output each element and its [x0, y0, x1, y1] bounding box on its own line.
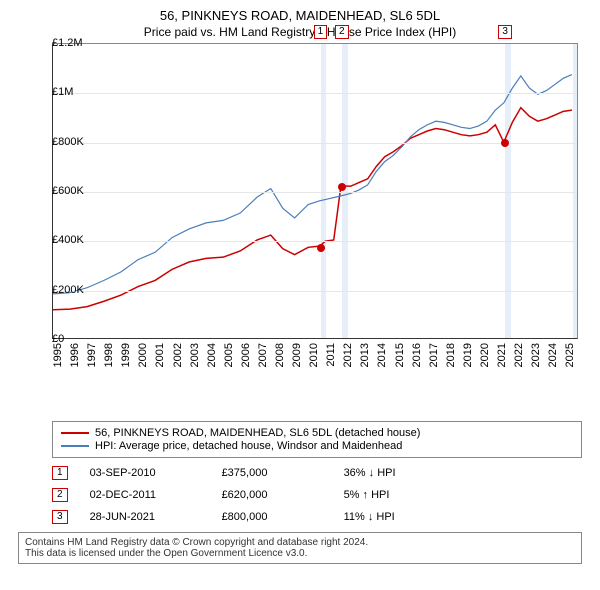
- x-axis-label: 2021: [496, 343, 508, 367]
- x-axis-label: 2018: [445, 343, 457, 367]
- x-axis-label: 2017: [428, 343, 440, 367]
- transaction-price: £620,000: [222, 489, 322, 501]
- x-axis-label: 2003: [189, 343, 201, 367]
- legend-item: HPI: Average price, detached house, Wind…: [61, 440, 573, 452]
- transaction-row: 2 02-DEC-2011 £620,000 5% ↑ HPI: [52, 488, 582, 502]
- legend-label: 56, PINKNEYS ROAD, MAIDENHEAD, SL6 5DL (…: [95, 427, 420, 439]
- marker-label: 2: [335, 25, 349, 39]
- marker-label: 3: [498, 25, 512, 39]
- marker-dot: [501, 139, 509, 147]
- x-axis-label: 2015: [394, 343, 406, 367]
- legend-label: HPI: Average price, detached house, Wind…: [95, 440, 402, 452]
- legend-swatch: [61, 445, 89, 447]
- transaction-marker: 2: [52, 488, 68, 502]
- marker-dot: [317, 244, 325, 252]
- x-axis-label: 2020: [479, 343, 491, 367]
- series-hpi: [53, 75, 572, 294]
- transactions-table: 1 03-SEP-2010 £375,000 36% ↓ HPI 2 02-DEC-201…: [52, 466, 582, 524]
- marker-dot: [338, 183, 346, 191]
- transaction-marker: 3: [52, 510, 68, 524]
- series-price-paid: [53, 108, 572, 310]
- footer-line: This data is licensed under the Open Gov…: [25, 548, 575, 559]
- transaction-price: £800,000: [222, 511, 322, 523]
- x-axis-label: 2008: [274, 343, 286, 367]
- plot-area: [52, 43, 578, 339]
- x-axis-label: 2012: [342, 343, 354, 367]
- transaction-price: £375,000: [222, 467, 322, 479]
- x-axis-label: 2002: [172, 343, 184, 367]
- legend-item: 56, PINKNEYS ROAD, MAIDENHEAD, SL6 5DL (…: [61, 427, 573, 439]
- transaction-row: 3 28-JUN-2021 £800,000 11% ↓ HPI: [52, 510, 582, 524]
- x-axis-label: 2022: [513, 343, 525, 367]
- x-axis-label: 2001: [154, 343, 166, 367]
- x-axis-label: 2007: [257, 343, 269, 367]
- chart: £0£200K£400K£600K£800K£1M£1.2M1995199619…: [18, 43, 578, 373]
- transaction-date: 28-JUN-2021: [90, 511, 200, 523]
- x-axis-label: 2009: [291, 343, 303, 367]
- x-axis-label: 2000: [137, 343, 149, 367]
- x-axis-label: 2019: [462, 343, 474, 367]
- x-axis-label: 2006: [240, 343, 252, 367]
- transaction-date: 02-DEC-2011: [90, 489, 200, 501]
- x-axis-label: 2005: [223, 343, 235, 367]
- transaction-row: 1 03-SEP-2010 £375,000 36% ↓ HPI: [52, 466, 582, 480]
- legend-swatch: [61, 432, 89, 434]
- x-axis-label: 2025: [564, 343, 576, 367]
- footer-attribution: Contains HM Land Registry data © Crown c…: [18, 532, 582, 564]
- x-axis-label: 2013: [359, 343, 371, 367]
- marker-label: 1: [314, 25, 328, 39]
- footer-line: Contains HM Land Registry data © Crown c…: [25, 537, 575, 548]
- x-axis-label: 2010: [308, 343, 320, 367]
- x-axis-label: 2024: [547, 343, 559, 367]
- x-axis-label: 2004: [206, 343, 218, 367]
- transaction-delta: 36% ↓ HPI: [344, 467, 444, 479]
- x-axis-label: 1998: [103, 343, 115, 367]
- x-axis-label: 2011: [325, 343, 337, 367]
- x-axis-label: 1999: [120, 343, 132, 367]
- x-axis-label: 2014: [376, 343, 388, 367]
- x-axis-label: 2023: [530, 343, 542, 367]
- transaction-date: 03-SEP-2010: [90, 467, 200, 479]
- transaction-delta: 5% ↑ HPI: [344, 489, 444, 501]
- x-axis-label: 1996: [69, 343, 81, 367]
- transaction-delta: 11% ↓ HPI: [344, 511, 444, 523]
- chart-svg: [53, 44, 577, 338]
- x-axis-label: 1997: [86, 343, 98, 367]
- transaction-marker: 1: [52, 466, 68, 480]
- legend: 56, PINKNEYS ROAD, MAIDENHEAD, SL6 5DL (…: [52, 421, 582, 458]
- x-axis-label: 2016: [411, 343, 423, 367]
- x-axis-label: 1995: [52, 343, 64, 367]
- page-title: 56, PINKNEYS ROAD, MAIDENHEAD, SL6 5DL: [10, 8, 590, 23]
